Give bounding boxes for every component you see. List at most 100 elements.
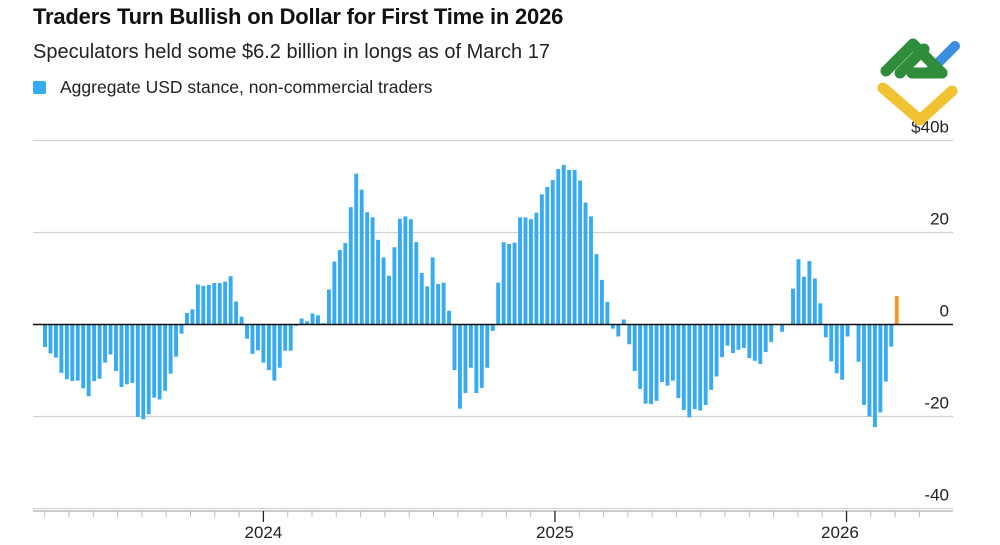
bar (119, 324, 124, 388)
bar (458, 324, 462, 409)
bar (867, 324, 872, 417)
y-tick-label: -40 (924, 486, 949, 505)
bar (43, 324, 47, 348)
bar (174, 324, 178, 357)
y-tick-label: 20 (930, 210, 949, 229)
bar (550, 180, 555, 325)
bar (239, 316, 244, 325)
bar (310, 313, 315, 325)
bar (255, 324, 260, 351)
legend-label: Aggregate USD stance, non-commercial tra… (60, 77, 433, 97)
bar (81, 324, 86, 389)
bar (834, 324, 839, 374)
bar (70, 324, 75, 382)
bar (572, 169, 577, 325)
bar (736, 324, 741, 350)
bar (326, 289, 331, 325)
bar (829, 324, 834, 362)
chart-title: Traders Turn Bullish on Dollar for First… (33, 4, 564, 29)
bar (812, 278, 817, 325)
bar (217, 283, 222, 325)
bar (124, 324, 129, 385)
bar (381, 257, 386, 325)
bar (463, 324, 468, 394)
bar (228, 276, 233, 325)
bar (731, 324, 735, 354)
bar (818, 303, 823, 325)
bar (403, 216, 408, 325)
bar (419, 272, 424, 325)
bar (507, 244, 512, 325)
bar (75, 324, 80, 381)
bar (108, 324, 113, 355)
bar (649, 324, 654, 405)
bar (59, 324, 64, 373)
bar (64, 324, 69, 380)
bar (856, 324, 861, 362)
bar (86, 324, 91, 397)
bar (523, 217, 528, 325)
bar (643, 324, 648, 404)
bar (654, 324, 659, 401)
bar (883, 324, 888, 382)
bar (441, 282, 446, 325)
bar (791, 288, 795, 325)
bar (687, 324, 692, 418)
bar (758, 324, 763, 365)
bar (387, 275, 391, 325)
bar (436, 284, 441, 325)
bar (201, 285, 206, 325)
bar (769, 324, 774, 342)
bar (714, 324, 719, 377)
bar (157, 324, 162, 400)
bar (245, 324, 249, 339)
bar (632, 324, 637, 371)
bar (408, 219, 413, 325)
bar (496, 282, 501, 325)
bar (709, 324, 714, 390)
bar (725, 324, 730, 346)
bar (534, 212, 539, 325)
bar (561, 164, 566, 325)
bar (316, 315, 320, 325)
bar (397, 218, 402, 325)
bar (763, 324, 768, 353)
bar (250, 324, 255, 354)
bar (752, 324, 757, 361)
bar (223, 281, 228, 325)
bar (283, 324, 288, 351)
bar (638, 324, 643, 389)
bar (512, 242, 517, 325)
bar (370, 217, 375, 325)
bar (840, 324, 845, 380)
bar (681, 324, 686, 411)
bar (627, 324, 632, 345)
bar (610, 324, 615, 329)
bar (185, 313, 189, 325)
bar (365, 212, 370, 325)
bar (889, 324, 894, 347)
bar (468, 324, 473, 368)
bar (479, 324, 484, 388)
bar (583, 202, 588, 325)
bar (670, 324, 675, 381)
bar (97, 324, 102, 379)
bar (414, 242, 419, 325)
bar (206, 284, 211, 325)
bar (168, 324, 173, 374)
x-tick-label: 2026 (821, 523, 859, 542)
bar (447, 310, 451, 325)
brand-logo (877, 38, 960, 126)
bar (539, 194, 544, 325)
bar (376, 239, 381, 325)
bar (692, 324, 697, 410)
bar (741, 324, 746, 348)
bar (501, 242, 506, 325)
bar (135, 324, 140, 417)
bar (452, 324, 457, 371)
bar (234, 301, 239, 325)
bar (594, 254, 599, 325)
bar (703, 324, 708, 405)
bar (53, 324, 58, 358)
